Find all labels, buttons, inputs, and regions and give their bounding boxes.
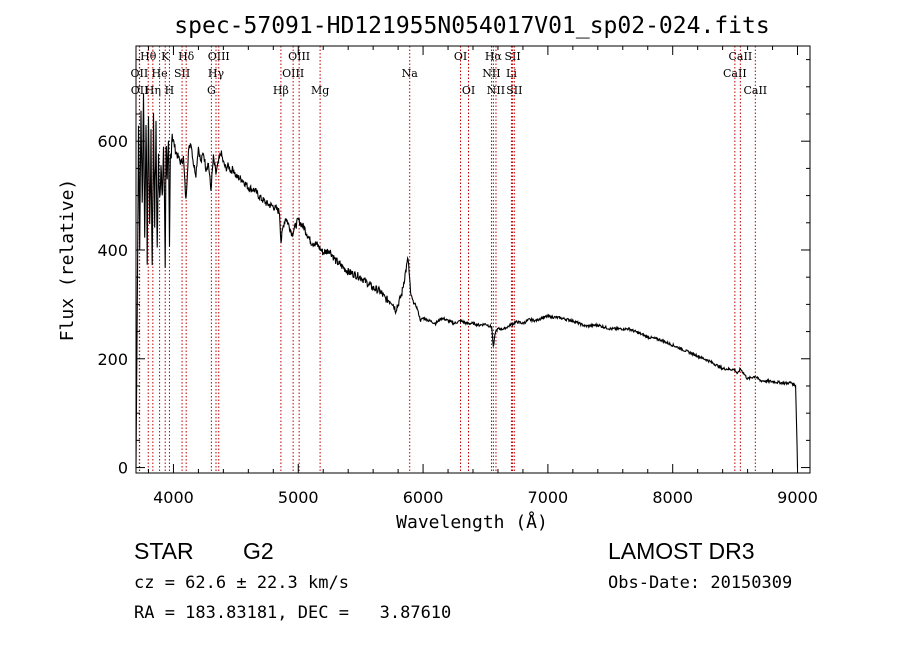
line-label-21: NII [487,84,505,97]
line-label-5: K [161,50,170,63]
plot-frame [135,45,811,474]
plot-area [135,45,811,474]
line-label-17: OI [454,50,467,63]
y-axis: 0 200 400 600 [97,59,810,478]
spectrum-series-line [135,93,799,468]
x-tick-label-5: 9000 [777,488,818,507]
line-label-14: OIII [282,67,304,80]
line-label-4: He [152,67,168,80]
chart-title: spec-57091-HD121955N054017V01_sp02-024.f… [174,13,769,39]
line-label-13: OIII [288,50,310,63]
line-label-11: G [207,84,216,97]
redshift-text: cz = 62.6 ± 22.3 km/s [134,573,349,593]
x-tick-label-4: 8000 [652,488,693,507]
coordinates-text: RA = 183.83181, DEC = 3.87610 [134,603,452,623]
line-label-8: Hδ [178,50,195,63]
object-class: STAR [134,538,194,564]
x-axis-label: Wavelength (Å) [396,511,548,533]
y-tick-label-3: 600 [97,132,128,151]
line-label-12: Hβ [273,84,289,97]
line-label-18: OI [462,84,475,97]
y-tick-label-2: 400 [97,241,128,260]
survey-name: LAMOST DR3 [608,538,755,564]
line-label-0: Hθ [140,50,157,63]
line-label-7: SII [174,67,190,80]
line-label-27: CaII [743,84,767,97]
x-tick-label-2: 6000 [403,488,444,507]
obs-date-text: Obs-Date: 20150309 [608,573,793,593]
y-axis-label: Flux (relative) [57,179,78,342]
x-axis: 4000 5000 6000 7000 8000 9000 [147,46,818,507]
line-label-16: Na [402,67,419,80]
line-label-3: Hη [145,84,161,97]
line-label-24: SII [506,84,522,97]
x-tick-label-0: 4000 [153,488,194,507]
x-tick-label-1: 5000 [278,488,319,507]
line-label-20: NII [482,67,500,80]
line-label-23: Li [506,67,517,80]
line-label-26: CaII [723,67,747,80]
line-label-19: Hα [485,50,503,63]
line-label-25: CaII [729,50,753,63]
line-label-22: SII [504,50,520,63]
y-tick-label-0: 0 [118,459,128,478]
object-subclass: G2 [243,538,274,564]
line-label-9: OIII [208,50,230,63]
line-label-6: H [165,84,175,97]
line-label-15: Mg [311,84,329,97]
line-label-1: OII [131,67,149,80]
y-tick-label-1: 200 [97,350,128,369]
line-label-10: Hγ [208,67,225,80]
x-tick-label-3: 7000 [528,488,569,507]
